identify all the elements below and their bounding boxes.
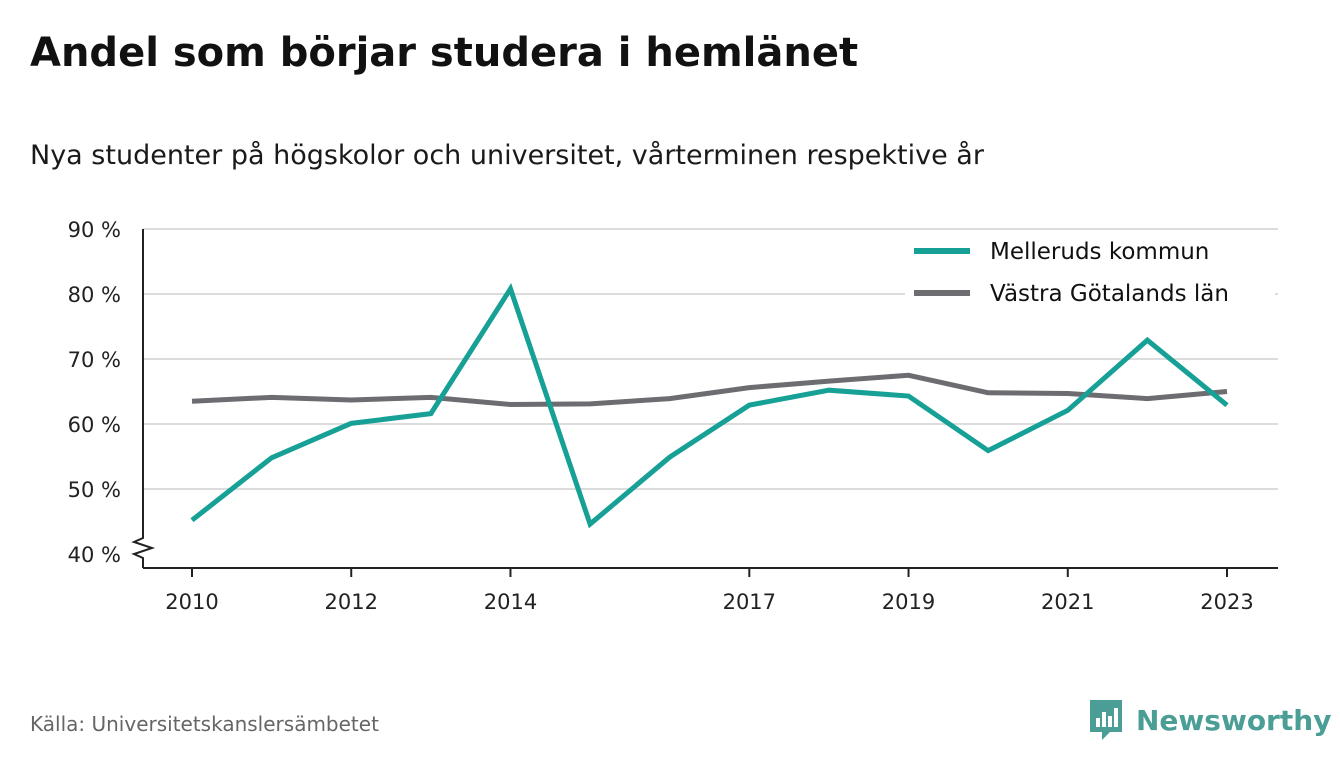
x-tick-label: 2014 [484,590,537,614]
axis-break-marker [131,532,156,568]
y-tick-label: 80 % [68,283,121,307]
y-tick-label: 70 % [68,348,121,372]
x-tick-label: 2019 [882,590,935,614]
y-tick-label: 40 % [68,543,121,567]
legend-label: Melleruds kommun [990,239,1209,265]
x-tick-label: 2023 [1200,590,1253,614]
y-tick-label: 60 % [68,413,121,437]
chart-title: Andel som börjar studera i hemlänet [30,30,859,76]
source-note: Källa: Universitetskanslersämbetet [30,712,379,736]
legend-label: Västra Götalands län [990,281,1229,307]
chart-subtitle: Nya studenter på högskolor och universit… [30,140,984,171]
newsworthy-logo-icon [1090,700,1122,740]
y-tick-label: 90 % [68,218,121,242]
newsworthy-logo: Newsworthy [1088,698,1331,742]
x-tick-label: 2021 [1041,590,1094,614]
x-tick-label: 2017 [723,590,776,614]
series-line-vastra-gotalands-lan [191,372,1228,408]
x-tick-label: 2010 [165,590,218,614]
series-line-melleruds-kommun [190,283,1229,529]
brand-name: Newsworthy [1136,703,1332,737]
legend-box [905,232,1275,322]
y-tick-label: 50 % [68,478,121,502]
x-tick-label: 2012 [325,590,378,614]
